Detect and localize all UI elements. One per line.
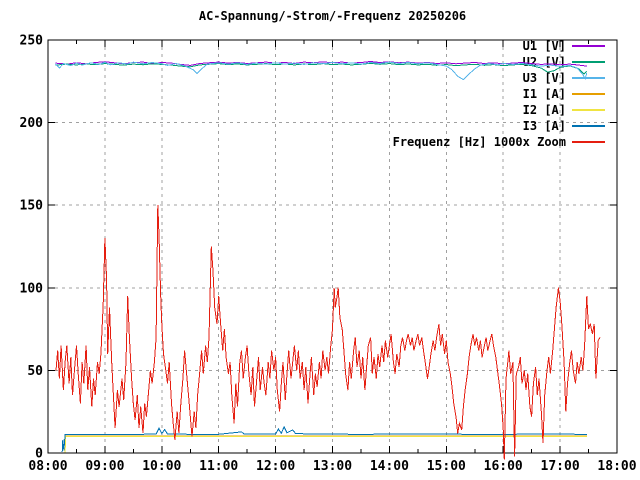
x-tick-label: 11:00 — [199, 459, 238, 474]
series-line-frequenz-hz-1000x-zoom — [55, 205, 601, 460]
legend-label: U3 [V] — [523, 71, 566, 85]
x-tick-label: 08:00 — [28, 459, 67, 474]
legend-label: U2 [V] — [523, 55, 566, 69]
series-line-u1-v — [55, 60, 587, 67]
x-tick-label: 13:00 — [313, 459, 352, 474]
x-tick-label: 15:00 — [427, 459, 466, 474]
series-line-u2-v — [55, 62, 588, 75]
x-tick-label: 16:00 — [484, 459, 523, 474]
x-tick-label: 14:00 — [370, 459, 409, 474]
legend-label: U1 [V] — [523, 39, 566, 53]
x-tick-label: 18:00 — [597, 459, 636, 474]
y-tick-label: 250 — [20, 34, 44, 49]
series-line-i3-a — [61, 425, 587, 453]
series-line-u3-v — [55, 61, 588, 81]
legend-label: I1 [A] — [523, 87, 566, 101]
x-tick-label: 09:00 — [85, 459, 124, 474]
legend-label: Frequenz [Hz] 1000x Zoom — [393, 135, 566, 149]
legend-label: I2 [A] — [523, 103, 566, 117]
y-tick-label: 100 — [20, 281, 44, 296]
x-tick-label: 10:00 — [142, 459, 181, 474]
y-tick-label: 200 — [20, 116, 44, 131]
y-tick-label: 150 — [20, 199, 44, 214]
x-tick-label: 12:00 — [256, 459, 295, 474]
chart-title: AC-Spannung/-Strom/-Frequenz 20250206 — [198, 9, 467, 23]
legend-label: I3 [A] — [523, 119, 566, 133]
x-tick-label: 17:00 — [541, 459, 580, 474]
series-line-i2-a — [64, 435, 587, 453]
series-line-i1-a — [64, 435, 587, 453]
y-tick-label: 50 — [27, 364, 43, 379]
y-tick-label: 0 — [35, 447, 43, 462]
